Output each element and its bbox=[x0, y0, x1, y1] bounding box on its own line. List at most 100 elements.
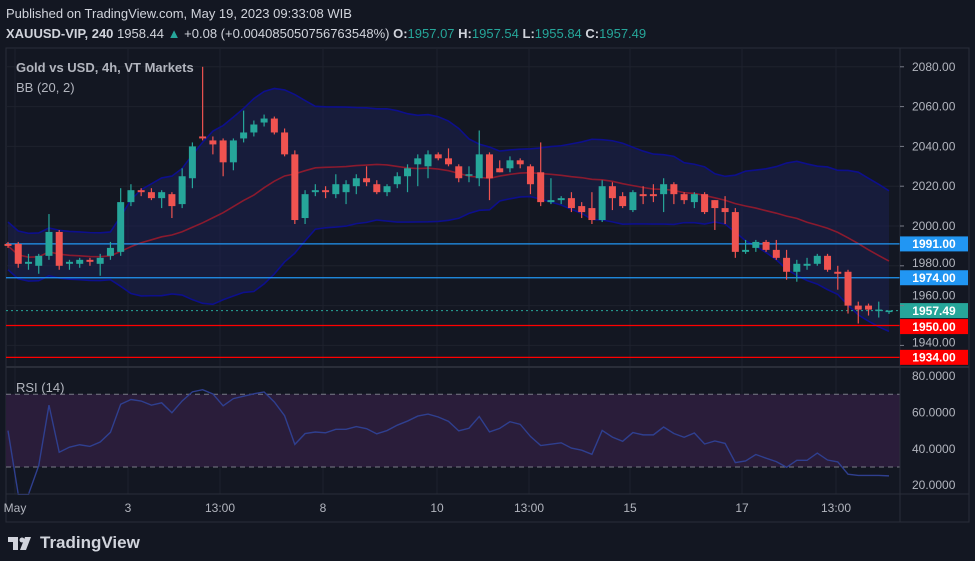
candle-body bbox=[209, 140, 217, 145]
rsi-background bbox=[6, 394, 900, 467]
price-tick: 2000.00 bbox=[912, 219, 956, 233]
candle bbox=[270, 116, 278, 135]
candle-body bbox=[865, 305, 873, 310]
price-tick: 2080.00 bbox=[912, 60, 956, 74]
chart-frame bbox=[5, 47, 970, 523]
candle bbox=[86, 257, 94, 266]
rsi-tick: 20.0000 bbox=[912, 478, 956, 492]
candle-body bbox=[147, 192, 155, 199]
high-value: 1957.54 bbox=[471, 26, 519, 41]
bb-legend[interactable]: BB (20, 2) bbox=[16, 80, 75, 95]
level-tag bbox=[900, 349, 968, 365]
candle-body bbox=[639, 194, 647, 197]
candle-body bbox=[731, 212, 739, 252]
candle bbox=[485, 152, 493, 201]
candle bbox=[721, 196, 729, 225]
candle-body bbox=[701, 194, 709, 213]
candle-body bbox=[475, 154, 483, 179]
close-value: 1957.49 bbox=[599, 26, 647, 41]
candle-body bbox=[803, 263, 811, 266]
brand-name: TradingView bbox=[40, 533, 140, 552]
candle-body bbox=[106, 247, 114, 256]
bollinger-bands bbox=[7, 87, 890, 333]
candle bbox=[24, 253, 32, 270]
tradingview-logo[interactable]: TradingView bbox=[8, 533, 140, 553]
candle-body bbox=[250, 124, 258, 133]
candle-body bbox=[506, 160, 514, 169]
candle-body bbox=[76, 259, 84, 264]
candle bbox=[803, 257, 811, 270]
candle-body bbox=[14, 243, 22, 264]
bb-basis-line bbox=[7, 163, 890, 262]
time-tick: 3 bbox=[125, 501, 132, 515]
candle-body bbox=[711, 200, 719, 209]
candle bbox=[260, 114, 268, 127]
candle bbox=[588, 192, 596, 225]
candle-body bbox=[178, 176, 186, 205]
candle-body bbox=[875, 309, 883, 312]
candle bbox=[701, 192, 709, 215]
candle-body bbox=[526, 166, 534, 185]
candle bbox=[813, 253, 821, 266]
candle bbox=[783, 249, 791, 280]
bb-lower-line bbox=[7, 195, 890, 333]
candle bbox=[660, 178, 668, 213]
candle bbox=[455, 164, 463, 183]
time-tick: 8 bbox=[320, 501, 327, 515]
candle-body bbox=[670, 184, 678, 195]
candle-body bbox=[619, 196, 627, 207]
candle bbox=[137, 188, 145, 197]
candle-body bbox=[824, 255, 832, 270]
price-tick: 1980.00 bbox=[912, 256, 956, 270]
rsi-axis[interactable]: 80.0000 60.0000 40.0000 20.0000 bbox=[912, 369, 956, 492]
candle-body bbox=[383, 186, 391, 193]
candle-body bbox=[291, 154, 299, 221]
candle bbox=[342, 180, 350, 205]
candle bbox=[824, 253, 832, 272]
price-tags: 1991.00 1974.00 1957.49 1950.00 1934.00 bbox=[900, 236, 968, 365]
candle-body bbox=[455, 166, 463, 179]
rsi-tick: 40.0000 bbox=[912, 442, 956, 456]
candle-body bbox=[885, 310, 893, 313]
candle bbox=[445, 148, 452, 167]
candle bbox=[301, 190, 309, 225]
candle-body bbox=[363, 178, 371, 183]
candle bbox=[291, 150, 299, 225]
candle bbox=[865, 303, 873, 316]
rsi-legend[interactable]: RSI (14) bbox=[16, 380, 64, 395]
candle bbox=[199, 66, 207, 141]
candle-body bbox=[342, 184, 350, 193]
level-tag-label: 1950.00 bbox=[912, 320, 956, 334]
up-triangle-icon: ▲ bbox=[167, 26, 181, 41]
candle-body bbox=[496, 168, 504, 173]
candle bbox=[424, 150, 432, 179]
candle bbox=[168, 192, 176, 219]
candle bbox=[322, 186, 330, 199]
price-tick: 2060.00 bbox=[912, 100, 956, 114]
time-axis[interactable]: May 3 13:00 8 10 13:00 15 17 13:00 bbox=[4, 501, 852, 515]
low-value: 1955.84 bbox=[534, 26, 582, 41]
candle-body bbox=[834, 271, 842, 274]
low-label: L: bbox=[522, 26, 535, 41]
candle bbox=[547, 178, 555, 205]
candle bbox=[281, 128, 289, 157]
candle-body bbox=[547, 200, 555, 203]
candle-body bbox=[557, 198, 565, 201]
candle bbox=[311, 184, 319, 197]
level-tag-label: 1991.00 bbox=[912, 237, 956, 251]
symbol-name[interactable]: XAUUSD-VIP, 240 bbox=[6, 26, 114, 41]
candle bbox=[383, 184, 391, 197]
candle-body bbox=[721, 208, 729, 213]
candle bbox=[567, 192, 575, 213]
candle bbox=[578, 202, 586, 219]
candle bbox=[332, 174, 340, 199]
candle-body bbox=[281, 132, 289, 155]
current-price-tag-label: 1957.49 bbox=[912, 304, 956, 318]
price-axis[interactable]: 2080.00 2060.00 2040.00 2020.00 2000.00 1980.… bbox=[900, 60, 956, 350]
candle bbox=[55, 229, 63, 270]
candle bbox=[598, 180, 606, 223]
candle-body bbox=[752, 241, 760, 248]
candle bbox=[516, 158, 524, 169]
rsi-line bbox=[7, 388, 890, 495]
